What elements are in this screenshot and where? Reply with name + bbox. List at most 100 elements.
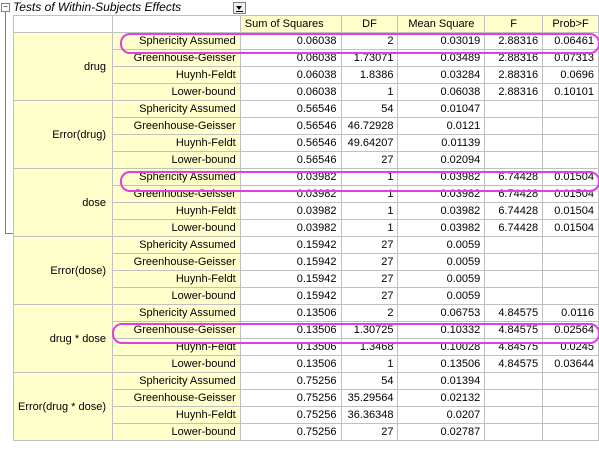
table-row: Error(drug) Sphericity Assumed 0.56546 54 0.…: [12, 100, 599, 169]
f-cell: 6.74428: [484, 219, 544, 237]
df-cell: 27: [340, 423, 399, 441]
df-cell: 27: [340, 253, 399, 271]
column-header: Sum of Squares: [239, 15, 342, 33]
prob-f-cell: 0.01504: [542, 202, 599, 220]
correction-label: Lower-bound: [112, 83, 241, 101]
f-cell: [484, 389, 544, 407]
table-row: Huynh-Feldt 0.75256 36.36348 0.0207: [14, 406, 599, 424]
prob-f-cell: [542, 406, 599, 424]
df-cell: 27: [340, 151, 399, 169]
table-row: Huynh-Feldt 0.56546 49.64207 0.01139: [14, 134, 599, 152]
correction-label: Lower-bound: [112, 355, 241, 373]
mean-square-cell: 0.0059: [397, 270, 486, 288]
df-cell: 54: [340, 100, 399, 118]
mean-square-cell: 0.02094: [397, 151, 486, 169]
correction-label: Huynh-Feldt: [112, 134, 241, 152]
effect-group-label: drug * dose: [12, 304, 114, 373]
f-cell: 2.88316: [484, 83, 544, 101]
prob-f-cell: [542, 287, 599, 305]
mean-square-cell: 0.06038: [397, 83, 486, 101]
mean-square-cell: 0.01394: [397, 372, 486, 390]
table-row: Huynh-Feldt 0.03982 1 0.03982 6.74428 0.01504: [14, 202, 599, 220]
df-cell: 46.72928: [340, 117, 399, 135]
f-cell: [484, 236, 544, 254]
prob-f-cell: 0.01504: [542, 219, 599, 237]
tree-connector-line: [5, 233, 13, 234]
prob-f-cell: [542, 151, 599, 169]
f-cell: 2.88316: [484, 32, 544, 50]
correction-label: Sphericity Assumed: [112, 372, 241, 390]
sum-of-squares-cell: 0.06038: [239, 83, 342, 101]
mean-square-cell: 0.03982: [397, 219, 486, 237]
effect-group-label: Error(drug): [12, 100, 114, 169]
table-row: Lower-bound 0.56546 27 0.02094: [14, 151, 599, 169]
f-cell: 4.84575: [484, 304, 544, 322]
table-row: Greenhouse-Geisser 0.13506 1.30725 0.10332 4…: [14, 321, 599, 339]
correction-label: Greenhouse-Geisser: [112, 389, 241, 407]
prob-f-cell: 0.10101: [542, 83, 599, 101]
prob-f-cell: [542, 423, 599, 441]
sum-of-squares-cell: 0.75256: [239, 406, 342, 424]
sum-of-squares-cell: 0.56546: [239, 100, 342, 118]
sum-of-squares-cell: 0.13506: [239, 355, 342, 373]
table-header-bar: − Tests of Within-Subjects Effects: [0, 0, 300, 14]
sum-of-squares-cell: 0.56546: [239, 117, 342, 135]
df-cell: 54: [340, 372, 399, 390]
correction-label: Sphericity Assumed: [112, 100, 241, 118]
table-row: Lower-bound 0.75256 27 0.02787: [14, 423, 599, 441]
prob-f-cell: 0.0116: [542, 304, 599, 322]
sum-of-squares-cell: 0.03982: [239, 202, 342, 220]
df-cell: 27: [340, 287, 399, 305]
sum-of-squares-cell: 0.75256: [239, 389, 342, 407]
prob-f-cell: 0.02564: [542, 321, 599, 339]
within-subjects-effects-table: Sum of Squares DF Mean Square F Prob>F d…: [12, 15, 599, 441]
prob-f-cell: [542, 117, 599, 135]
sum-of-squares-cell: 0.13506: [239, 304, 342, 322]
dropdown-button[interactable]: [233, 2, 246, 14]
df-cell: 1: [340, 202, 399, 220]
table-row: Error(drug * dose) Sphericity Assumed 0.75…: [12, 372, 599, 441]
mean-square-cell: 0.0059: [397, 236, 486, 254]
f-cell: 4.84575: [484, 355, 544, 373]
df-cell: 1: [340, 219, 399, 237]
df-cell: 35.29564: [340, 389, 399, 407]
sum-of-squares-cell: 0.15942: [239, 236, 342, 254]
correction-label: Huynh-Feldt: [112, 406, 241, 424]
header-blank-cell: [12, 15, 114, 33]
correction-label: Lower-bound: [112, 287, 241, 305]
df-cell: 2: [340, 304, 399, 322]
correction-label: Lower-bound: [112, 219, 241, 237]
f-cell: [484, 406, 544, 424]
column-header: Prob>F: [542, 15, 599, 33]
table-row: Lower-bound 0.06038 1 0.06038 2.88316 0.10101: [14, 83, 599, 101]
f-cell: [484, 423, 544, 441]
prob-f-cell: 0.03644: [542, 355, 599, 373]
table-row: Lower-bound 0.13506 1 0.13506 4.84575 0.03644: [14, 355, 599, 373]
column-header: DF: [340, 15, 399, 33]
table-row: Huynh-Feldt 0.06038 1.8386 0.03284 2.88316 0.…: [14, 66, 599, 84]
df-cell: 27: [340, 270, 399, 288]
collapse-toggle-icon[interactable]: −: [1, 3, 10, 12]
df-cell: 49.64207: [340, 134, 399, 152]
f-cell: [484, 134, 544, 152]
mean-square-cell: 0.10332: [397, 321, 486, 339]
table-row: Lower-bound 0.03982 1 0.03982 6.74428 0.01504: [14, 219, 599, 237]
correction-label: Sphericity Assumed: [112, 32, 241, 50]
prob-f-cell: [542, 100, 599, 118]
f-cell: 2.88316: [484, 66, 544, 84]
mean-square-cell: 0.03284: [397, 66, 486, 84]
mean-square-cell: 0.0059: [397, 287, 486, 305]
f-cell: [484, 270, 544, 288]
tree-connector-line: [5, 12, 6, 234]
prob-f-cell: [542, 253, 599, 271]
correction-label: Huynh-Feldt: [112, 202, 241, 220]
mean-square-cell: 0.03019: [397, 32, 486, 50]
mean-square-cell: 0.0207: [397, 406, 486, 424]
f-cell: [484, 287, 544, 305]
f-cell: [484, 117, 544, 135]
correction-label: Greenhouse-Geisser: [112, 117, 241, 135]
table-row: Huynh-Feldt 0.15942 27 0.0059: [14, 270, 599, 288]
effect-group-label: Error(dose): [12, 236, 114, 305]
mean-square-cell: 0.03982: [397, 202, 486, 220]
table-row: Error(dose) Sphericity Assumed 0.15942 27 0.…: [12, 236, 599, 305]
